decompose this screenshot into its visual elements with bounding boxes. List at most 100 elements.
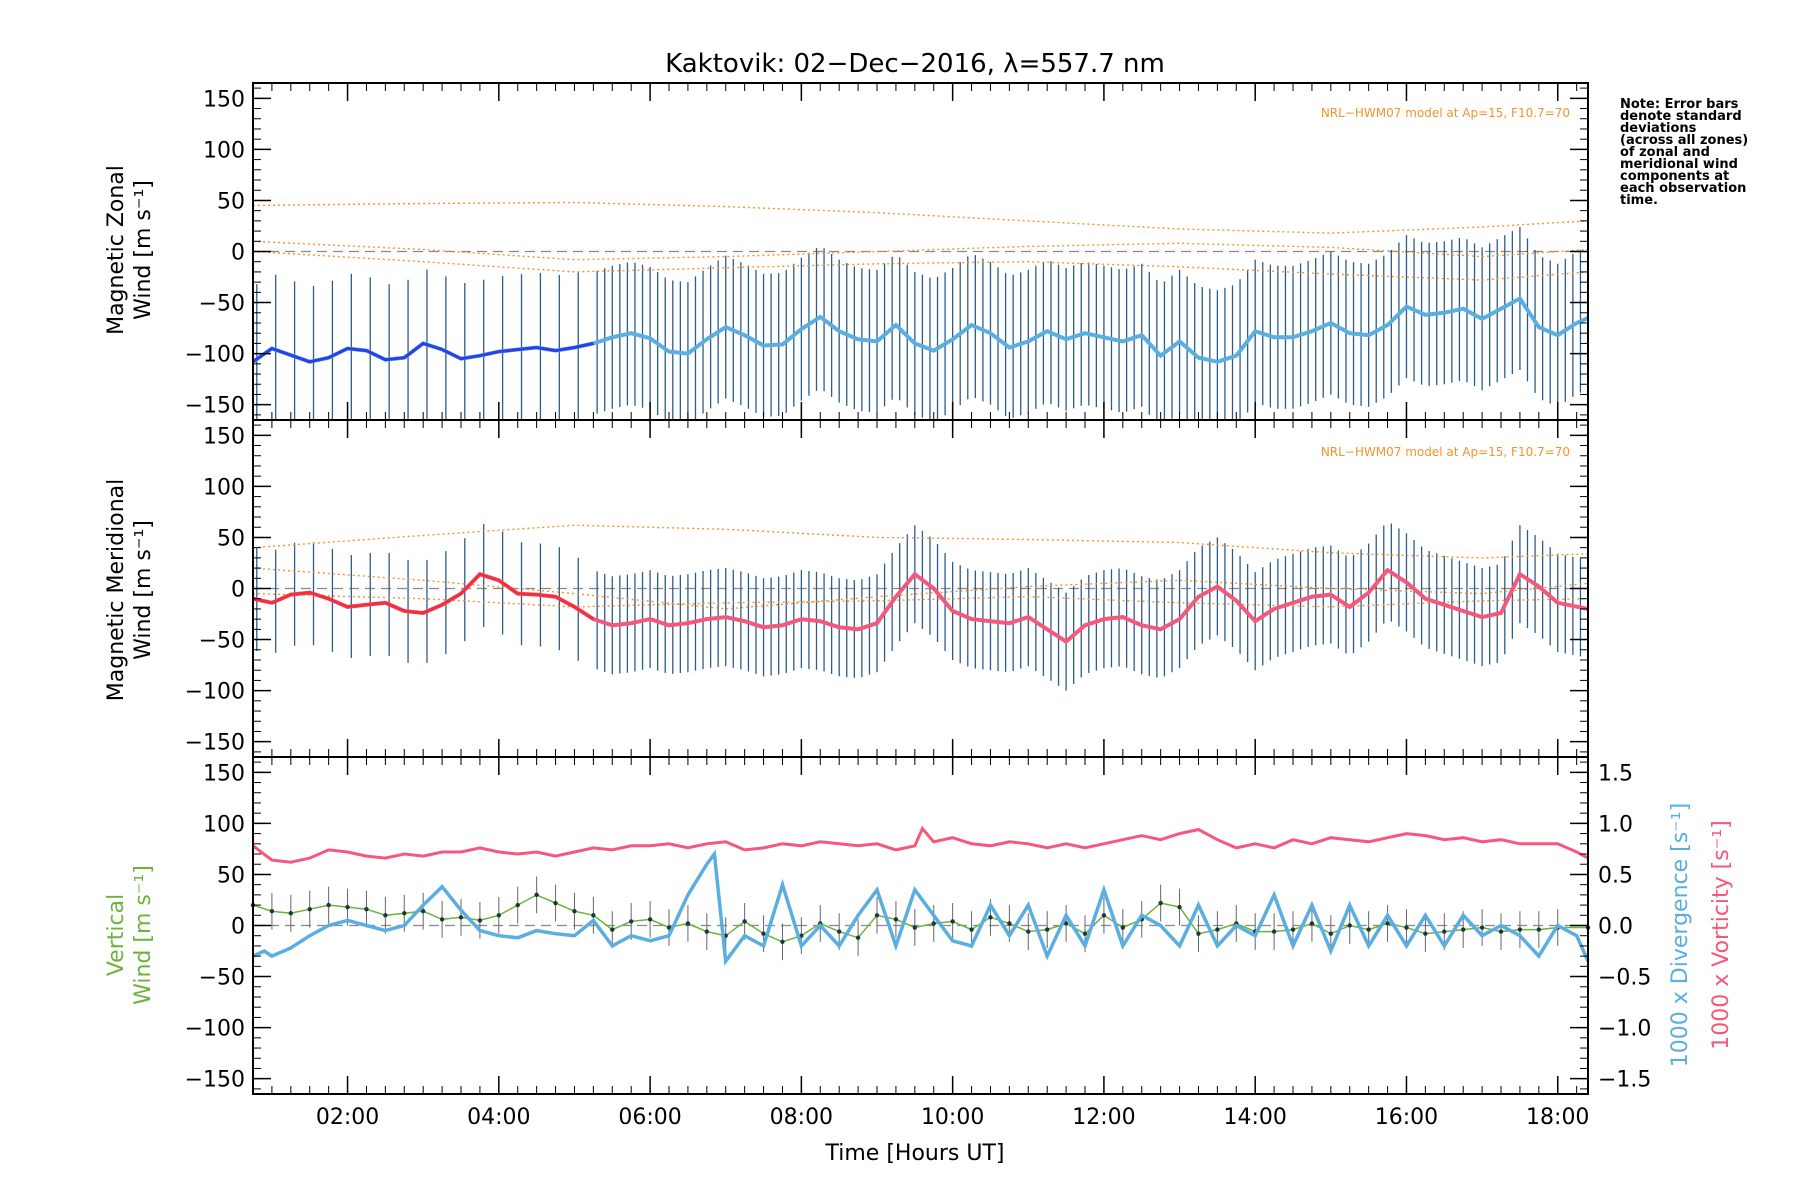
vertical-wind-point <box>1536 927 1542 932</box>
vertical-wind-point <box>1271 929 1277 934</box>
right-tick-label: 0.0 <box>1598 915 1633 940</box>
vertical-wind-point <box>931 921 936 926</box>
y-tick-label: −150 <box>185 394 245 419</box>
vertical-wind-point <box>1404 925 1409 930</box>
y-tick-label: 50 <box>217 863 245 888</box>
meridional-ylabel-line2: Wind [m s⁻¹] <box>131 520 156 660</box>
vertical-wind-point <box>534 892 539 898</box>
vertical-wind-point <box>761 931 766 936</box>
vertical-wind-point <box>1442 929 1447 934</box>
vertical-wind-point <box>1063 921 1069 926</box>
vertical-wind-point <box>1196 931 1201 936</box>
note-line: of zonal and <box>1620 145 1710 160</box>
vertical-ylabel-line1: Vertical <box>104 894 129 976</box>
note-line: deviations <box>1620 121 1697 136</box>
zonal-model-label: NRL−HWM07 model at Ap=15, F10.7=70 <box>1321 106 1570 120</box>
right-tick-label: −1.5 <box>1598 1068 1651 1093</box>
zonal-ylabel-line1: Magnetic Zonal <box>104 165 129 335</box>
model-line <box>252 567 1589 610</box>
note-line: time. <box>1620 193 1658 208</box>
vertical-wind-point <box>288 911 294 916</box>
vertical-wind-point <box>402 911 407 916</box>
y-tick-label: −50 <box>199 292 245 317</box>
vertical-wind-point <box>1120 925 1126 930</box>
note-line: Note: Error bars <box>1620 97 1739 112</box>
vertical-wind-point <box>1101 913 1107 918</box>
model-line <box>252 240 1589 261</box>
vertical-wind-point <box>345 904 350 910</box>
y-tick-label: 100 <box>203 475 245 500</box>
y-tick-label: 0 <box>231 241 245 266</box>
meridional-model-label: NRL−HWM07 model at Ap=15, F10.7=70 <box>1321 445 1570 459</box>
vertical-wind-point <box>628 919 634 924</box>
vertical-wind-point <box>1215 927 1220 932</box>
y-tick-label: 50 <box>217 526 245 551</box>
note-line: denote standard <box>1620 109 1742 124</box>
vertical-wind-point <box>685 921 691 926</box>
x-tick-label: 12:00 <box>1072 1105 1135 1130</box>
y-tick-label: 50 <box>217 189 245 214</box>
x-tick-label: 10:00 <box>921 1105 984 1130</box>
x-tick-label: 04:00 <box>467 1105 530 1130</box>
vertical-wind-point <box>269 909 275 914</box>
vertical-wind-point <box>1082 931 1088 936</box>
vorticity-ylabel: 1000 x Vorticity [s⁻¹] <box>1709 820 1734 1050</box>
y-tick-label: 100 <box>203 138 245 163</box>
vertical-wind-point <box>477 918 483 923</box>
y-tick-label: 0 <box>231 915 245 940</box>
zonal-wind-line-early <box>252 341 594 364</box>
vertical-wind-point <box>1328 931 1334 936</box>
vertical-wind-point <box>874 913 880 918</box>
note-line: each observation <box>1620 181 1746 196</box>
vertical-wind-point <box>780 939 785 945</box>
right-tick-label: 0.5 <box>1598 863 1633 888</box>
y-tick-label: 150 <box>203 761 245 786</box>
vertical-wind-point <box>704 929 710 934</box>
x-tick-label: 02:00 <box>316 1105 379 1130</box>
vertical-wind-point <box>572 909 577 914</box>
vertical-wind-point <box>553 900 558 906</box>
x-tick-label: 08:00 <box>770 1105 833 1130</box>
y-tick-label: −100 <box>185 680 245 705</box>
y-tick-label: −50 <box>199 629 245 654</box>
vertical-wind-point <box>496 913 502 918</box>
y-tick-label: −100 <box>185 1017 245 1042</box>
vertical-wind-point <box>912 925 918 930</box>
vertical-wind-point <box>950 919 955 924</box>
vorticity-line <box>252 825 1589 864</box>
vertical-wind-point <box>307 906 312 912</box>
vertical-wind-point <box>364 906 369 912</box>
meridional-wind-line <box>252 567 1589 645</box>
zonal-wind-line <box>251 295 1589 364</box>
note-line: (across all zones) <box>1620 133 1748 148</box>
vertical-wind-point <box>1290 927 1296 932</box>
model-line <box>252 250 1589 281</box>
vertical-wind-point <box>610 927 615 932</box>
vertical-wind-point <box>1309 921 1315 926</box>
vertical-wind-point <box>383 913 388 918</box>
divergence-ylabel: 1000 x Divergence [s⁻¹] <box>1668 803 1693 1067</box>
vertical-wind-point <box>515 902 520 908</box>
vertical-wind-point <box>1158 900 1163 906</box>
vertical-wind-point <box>647 917 653 922</box>
model-line <box>252 592 1589 608</box>
vertical-wind-point <box>742 919 747 924</box>
vertical-wind-point <box>1460 927 1466 932</box>
zonal-wind-panel: −150 −100 −50 0 50 100 150 <box>185 82 1589 421</box>
y-tick-label: −150 <box>185 731 245 756</box>
vertical-wind-point <box>1498 929 1504 934</box>
y-tick-label: −50 <box>199 966 245 991</box>
figure-title: Kaktovik: 02−Dec−2016, λ=557.7 nm <box>665 49 1165 79</box>
model-line <box>252 201 1589 234</box>
vertical-wind-point <box>1044 927 1050 932</box>
x-tick-label: 16:00 <box>1375 1105 1438 1130</box>
error-bar-note: Note: Error bars denote standard deviati… <box>1620 97 1748 208</box>
vertical-wind-point <box>893 917 899 922</box>
vertical-wind-point <box>836 929 842 934</box>
vertical-ylabel-line2: Wind [m s⁻¹] <box>131 865 156 1005</box>
vertical-wind-point <box>969 927 974 932</box>
x-tick-label: 06:00 <box>618 1105 681 1130</box>
vertical-wind-point <box>420 909 426 914</box>
vertical-wind-point <box>326 902 331 908</box>
